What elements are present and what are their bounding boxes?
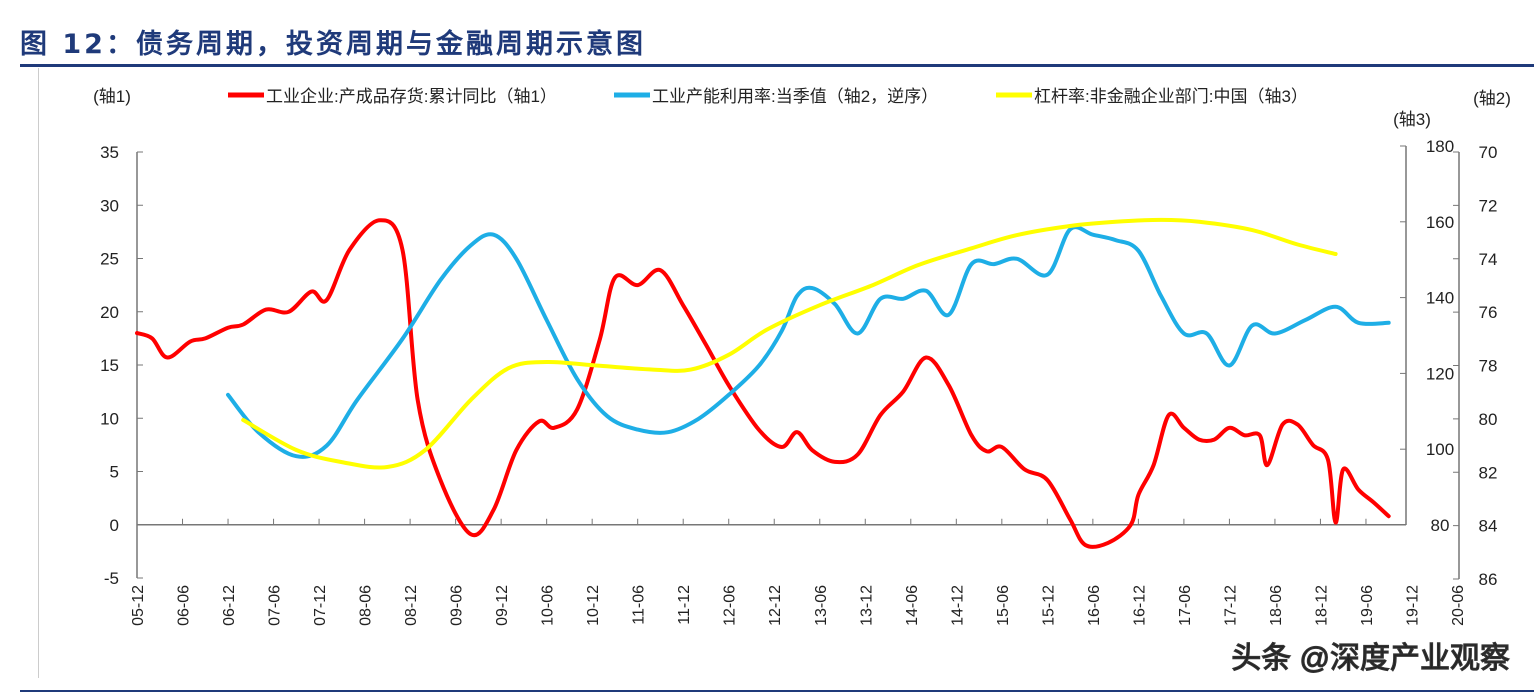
axis2-tick-label: 72 — [1479, 196, 1498, 215]
axis1-label: (轴1) — [93, 87, 131, 106]
x-tick-label: 19-06 — [1359, 585, 1376, 626]
watermark: 头条 @深度产业观察 — [1231, 642, 1510, 675]
axis3-tick-label: 180 — [1426, 137, 1454, 156]
x-tick-label: 18-12 — [1313, 585, 1330, 626]
x-tick-label: 12-06 — [722, 585, 739, 626]
axis2-tick-label: 74 — [1479, 250, 1498, 269]
frame-left-border — [38, 68, 39, 678]
x-tick-label: 12-12 — [767, 585, 784, 626]
x-tick-label: 14-06 — [904, 585, 921, 626]
x-tick-label: 18-06 — [1268, 585, 1285, 626]
x-tick-label: 06-12 — [221, 585, 238, 626]
axis3-tick-label: 80 — [1431, 516, 1450, 535]
x-tick-label: 13-06 — [813, 585, 830, 626]
legend-item-3: 杠杆率:非金融企业部门:中国（轴3） — [996, 87, 1308, 106]
x-tick-label: 15-12 — [1040, 585, 1057, 626]
axis1-tick-label: 15 — [100, 356, 119, 375]
x-tick-label: 09-12 — [494, 585, 511, 626]
series-line-1 — [135, 218, 1391, 549]
axis1-tick-label: 0 — [110, 516, 119, 535]
axis1-tick-label: 30 — [100, 196, 119, 215]
x-tick-label: 08-06 — [358, 585, 375, 626]
bottom-divider — [20, 690, 1534, 692]
legend-label: 工业产能利用率:当季值（轴2，逆序） — [652, 87, 938, 106]
axis1-tick-label: 35 — [100, 143, 119, 162]
axis1-tick-label: -5 — [104, 569, 119, 588]
x-tick-label: 07-06 — [267, 585, 284, 626]
axis2-tick-label: 80 — [1479, 410, 1498, 429]
axis2-tick-label: 86 — [1479, 570, 1498, 589]
axis3-tick-label: 120 — [1426, 364, 1454, 383]
axis1-tick-label: 5 — [110, 463, 119, 482]
axis3-label: (轴3) — [1393, 110, 1431, 129]
x-tick-label: 10-06 — [540, 585, 557, 626]
x-tick-label: 15-06 — [995, 585, 1012, 626]
x-tick-label: 16-12 — [1131, 585, 1148, 626]
x-tick-label: 05-12 — [130, 585, 147, 626]
legend-label: 杠杆率:非金融企业部门:中国（轴3） — [1034, 87, 1308, 106]
axis2-tick-label: 84 — [1479, 517, 1498, 536]
legend-item-1: 工业企业:产成品存货:累计同比（轴1） — [228, 87, 557, 106]
x-tick-label: 14-12 — [949, 585, 966, 626]
figure-title: 图 12：债务周期，投资周期与金融周期示意图 — [20, 29, 646, 60]
series-line-2 — [226, 225, 1391, 459]
axis1-tick-label: 10 — [100, 409, 119, 428]
axis1-tick-label: 20 — [100, 303, 119, 322]
axis2-tick-label: 82 — [1479, 463, 1498, 482]
axis2-tick-label: 78 — [1479, 357, 1498, 376]
x-tick-label: 08-12 — [403, 585, 420, 626]
x-tick-label: 10-12 — [585, 585, 602, 626]
legend-label: 工业企业:产成品存货:累计同比（轴1） — [266, 87, 557, 106]
series-line-3 — [241, 217, 1338, 470]
axis2-tick-label: 76 — [1479, 303, 1498, 322]
x-tick-label: 13-12 — [858, 585, 875, 626]
axis1-tick-label: 25 — [100, 250, 119, 269]
legend-item-2: 工业产能利用率:当季值（轴2，逆序） — [614, 87, 938, 106]
x-tick-label: 07-12 — [312, 585, 329, 626]
x-tick-label: 11-12 — [676, 585, 693, 625]
axis3-tick-label: 140 — [1426, 289, 1454, 308]
x-tick-label: 17-12 — [1222, 585, 1239, 626]
axis3-tick-label: 160 — [1426, 213, 1454, 232]
axis3-tick-label: 100 — [1426, 440, 1454, 459]
x-tick-label: 16-06 — [1086, 585, 1103, 626]
x-tick-label: 19-12 — [1404, 585, 1421, 626]
x-tick-label: 20-06 — [1450, 585, 1467, 626]
x-tick-label: 06-06 — [176, 585, 193, 626]
axis2-label: (轴2) — [1473, 89, 1511, 108]
x-tick-label: 11-06 — [631, 585, 648, 625]
axis2-tick-label: 70 — [1479, 143, 1498, 162]
x-tick-label: 09-06 — [449, 585, 466, 626]
x-tick-label: 17-06 — [1177, 585, 1194, 626]
title-divider — [20, 64, 1534, 67]
